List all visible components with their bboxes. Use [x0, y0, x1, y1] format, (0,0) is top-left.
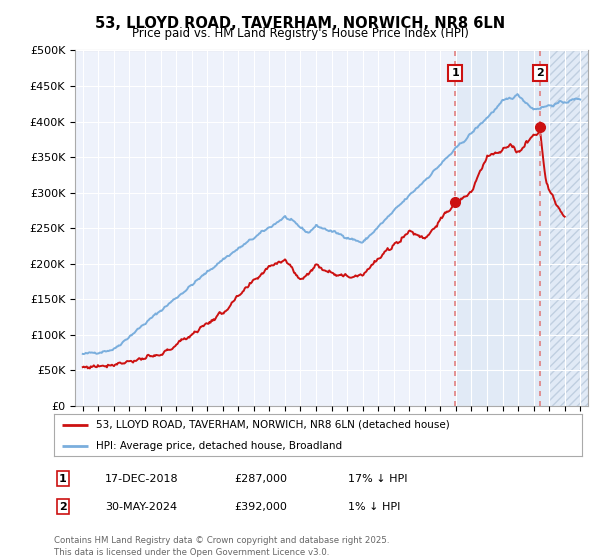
- Text: Price paid vs. HM Land Registry's House Price Index (HPI): Price paid vs. HM Land Registry's House …: [131, 27, 469, 40]
- Text: 17-DEC-2018: 17-DEC-2018: [105, 474, 179, 484]
- Text: £287,000: £287,000: [234, 474, 287, 484]
- Text: HPI: Average price, detached house, Broadland: HPI: Average price, detached house, Broa…: [96, 441, 343, 451]
- Text: 17% ↓ HPI: 17% ↓ HPI: [348, 474, 407, 484]
- Bar: [456, 50, 588, 406]
- Text: 1% ↓ HPI: 1% ↓ HPI: [348, 502, 400, 512]
- Text: £392,000: £392,000: [234, 502, 287, 512]
- Text: 30-MAY-2024: 30-MAY-2024: [105, 502, 177, 512]
- Text: 53, LLOYD ROAD, TAVERHAM, NORWICH, NR8 6LN: 53, LLOYD ROAD, TAVERHAM, NORWICH, NR8 6…: [95, 16, 505, 31]
- Text: 1: 1: [451, 68, 459, 78]
- Text: 2: 2: [536, 68, 544, 78]
- Text: Contains HM Land Registry data © Crown copyright and database right 2025.
This d: Contains HM Land Registry data © Crown c…: [54, 536, 389, 557]
- Text: 2: 2: [59, 502, 67, 512]
- Text: 1: 1: [59, 474, 67, 484]
- Text: 53, LLOYD ROAD, TAVERHAM, NORWICH, NR8 6LN (detached house): 53, LLOYD ROAD, TAVERHAM, NORWICH, NR8 6…: [96, 420, 450, 430]
- Bar: [549, 50, 588, 406]
